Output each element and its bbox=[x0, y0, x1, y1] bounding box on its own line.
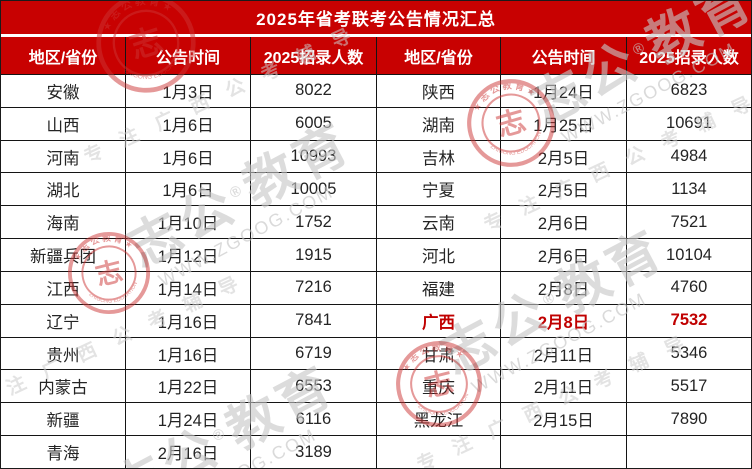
cell-region: 河北 bbox=[377, 239, 501, 271]
table-row: 内蒙古 1月22日 6553 重庆 2月11日 5517 bbox=[1, 370, 751, 404]
cell-date: 1月24日 bbox=[126, 403, 251, 436]
table-row: 青海 2月16日 3189 bbox=[1, 436, 751, 468]
cell-date bbox=[501, 436, 627, 468]
table-title: 2025年省考联考公告情况汇总 bbox=[1, 1, 751, 34]
header-region-right: 地区/省份 bbox=[377, 37, 501, 74]
cell-count: 10005 bbox=[251, 173, 377, 206]
table-row: 贵州 1月16日 6719 甘肃 2月11日 5346 bbox=[1, 337, 751, 371]
table-row: 河南 1月6日 10993 吉林 2月5日 4984 bbox=[1, 140, 751, 174]
cell-region: 辽宁 bbox=[1, 304, 126, 337]
cell-count: 5517 bbox=[670, 376, 708, 395]
cell-region: 河南 bbox=[1, 140, 126, 173]
table-row: 山西 1月6日 6005 湖南 1月25日 10691 bbox=[1, 107, 751, 141]
cell-region: 内蒙古 bbox=[1, 370, 126, 403]
cell-region: 江西 bbox=[1, 271, 126, 304]
cell-date: 1月16日 bbox=[126, 337, 251, 370]
cell-count: 6116 bbox=[251, 403, 377, 436]
table-row: 海南 1月10日 1752 云南 2月6日 7521 bbox=[1, 206, 751, 240]
table-row: 新疆 1月24日 6116 黑龙江 2月15日 7890 bbox=[1, 403, 751, 437]
cell-region-highlighted: 广西 bbox=[377, 304, 501, 337]
header-date-right: 公告时间 bbox=[501, 37, 627, 74]
cell-date: 2月6日 bbox=[501, 239, 627, 271]
cell-date: 2月11日 bbox=[501, 370, 627, 403]
table-row: 安徽 1月3日 8022 陕西 1月24日 6823 bbox=[1, 75, 751, 108]
cell-region: 新疆兵团 bbox=[1, 239, 126, 271]
cell-region: 重庆 bbox=[377, 370, 501, 403]
cell-date: 1月14日 bbox=[126, 271, 251, 304]
table-header-row: 地区/省份 公告时间 2025招录人数 地区/省份 公告时间 2025招录人数 bbox=[1, 37, 751, 75]
cell-date: 2月8日 bbox=[501, 271, 627, 304]
cell-count: 4984 bbox=[670, 147, 708, 166]
cell-region: 海南 bbox=[1, 206, 126, 239]
table-row: 湖北 1月6日 10005 宁夏 2月5日 1134 bbox=[1, 173, 751, 207]
cell-count: 6719 bbox=[251, 337, 377, 370]
header-count-right: 2025招录人数 bbox=[639, 49, 739, 67]
cell-region: 云南 bbox=[377, 206, 501, 239]
cell-date: 2月16日 bbox=[126, 436, 251, 468]
cell-region: 新疆 bbox=[1, 403, 126, 436]
cell-date: 1月6日 bbox=[126, 107, 251, 140]
cell-count bbox=[627, 436, 751, 468]
cell-date: 2月6日 bbox=[501, 206, 627, 239]
cell-region: 湖南 bbox=[377, 107, 501, 140]
cell-date: 1月22日 bbox=[126, 370, 251, 403]
cell-count: 3189 bbox=[251, 436, 377, 468]
cell-region: 安徽 bbox=[1, 75, 126, 107]
cell-count: 10993 bbox=[251, 140, 377, 173]
cell-count: 10691 bbox=[666, 114, 712, 133]
cell-date: 1月6日 bbox=[126, 173, 251, 206]
cell-date: 2月5日 bbox=[501, 140, 627, 173]
table-row: 江西 1月14日 7216 福建 2月8日 4760 bbox=[1, 271, 751, 305]
cell-region: 吉林 bbox=[377, 140, 501, 173]
cell-region bbox=[377, 436, 501, 468]
cell-count: 1134 bbox=[671, 179, 707, 198]
cell-date: 1月6日 bbox=[126, 140, 251, 173]
cell-count: 7890 bbox=[670, 409, 708, 428]
cell-region: 湖北 bbox=[1, 173, 126, 206]
cell-region: 贵州 bbox=[1, 337, 126, 370]
cell-region: 黑龙江 bbox=[377, 403, 501, 436]
cell-count: 7841 bbox=[251, 304, 377, 337]
cell-count: 8022 bbox=[251, 75, 377, 107]
cell-date: 2月15日 bbox=[501, 403, 627, 436]
cell-date: 2月11日 bbox=[501, 337, 627, 370]
cell-region: 青海 bbox=[1, 436, 126, 468]
cell-count: 6823 bbox=[670, 81, 708, 100]
cell-date: 1月10日 bbox=[126, 206, 251, 239]
table-row: 新疆兵团 1月12日 1915 河北 2月6日 10104 bbox=[1, 239, 751, 272]
cell-count: 4760 bbox=[670, 278, 708, 297]
cell-date: 1月3日 bbox=[126, 75, 251, 107]
cell-count: 1752 bbox=[251, 206, 377, 239]
cell-count: 1915 bbox=[251, 239, 377, 271]
cell-count: 6553 bbox=[251, 370, 377, 403]
cell-date-highlighted: 2月8日 bbox=[501, 304, 627, 337]
cell-date: 1月12日 bbox=[126, 239, 251, 271]
cell-count: 7216 bbox=[251, 271, 377, 304]
cell-region: 宁夏 bbox=[377, 173, 501, 206]
table-body: 安徽 1月3日 8022 陕西 1月24日 6823 山西 1月6日 6005 … bbox=[1, 75, 751, 468]
header-date-left: 公告时间 bbox=[126, 37, 251, 74]
header-region-left: 地区/省份 bbox=[1, 37, 126, 74]
cell-date: 1月25日 bbox=[501, 107, 627, 140]
cell-date: 1月24日 bbox=[501, 75, 627, 107]
cell-count: 5346 bbox=[670, 344, 708, 363]
title-separator bbox=[1, 34, 751, 37]
table-row-highlighted: 辽宁 1月16日 7841 广西 2月8日 7532 bbox=[1, 304, 751, 338]
cell-date: 2月5日 bbox=[501, 173, 627, 206]
cell-count-highlighted: 7532 bbox=[670, 311, 708, 330]
cell-count: 10104 bbox=[666, 245, 712, 264]
cell-region: 陕西 bbox=[377, 75, 501, 107]
cell-count: 7521 bbox=[670, 212, 708, 231]
cell-count: 6005 bbox=[251, 107, 377, 140]
cell-date: 1月16日 bbox=[126, 304, 251, 337]
cell-region: 甘肃 bbox=[377, 337, 501, 370]
cell-region: 山西 bbox=[1, 107, 126, 140]
cell-region: 福建 bbox=[377, 271, 501, 304]
header-count-left: 2025招录人数 bbox=[251, 37, 377, 74]
